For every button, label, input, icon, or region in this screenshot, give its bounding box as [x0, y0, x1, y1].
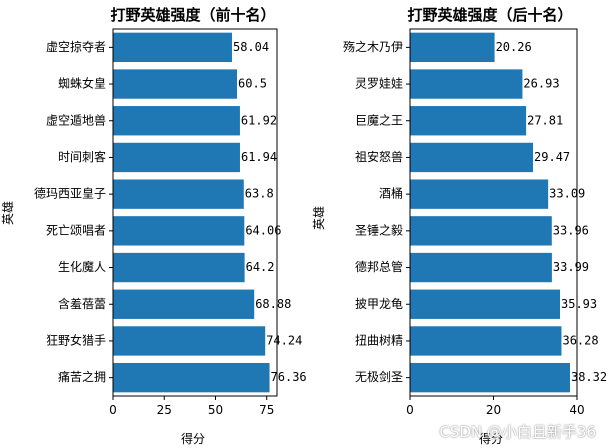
category-label: 无极剑圣: [355, 369, 403, 384]
category-label: 痛苦之拥: [58, 369, 106, 384]
bar: [410, 69, 523, 99]
value-label: 33.09: [549, 187, 585, 201]
x-tick-label: 25: [157, 403, 172, 417]
x-axis-label: 得分: [479, 431, 503, 446]
bar: [410, 106, 527, 136]
bar: [113, 32, 232, 63]
x-tick-label: 0: [406, 403, 414, 417]
category-label: 灵罗娃娃: [355, 77, 403, 91]
value-label: 76.36: [271, 370, 307, 384]
bar: [410, 289, 561, 319]
y-axis-label: 英雄: [311, 206, 326, 230]
value-label: 35.93: [561, 297, 597, 311]
value-label: 61.92: [241, 113, 277, 127]
bar: [113, 69, 238, 99]
category-label: 德玛西亚皇子: [34, 186, 106, 201]
bar: [410, 142, 534, 173]
csdn-watermark: CSDN @小白且新手36: [439, 423, 596, 441]
category-label: 蜘蛛女皇: [58, 76, 106, 91]
bar: [410, 252, 552, 283]
value-label: 29.47: [534, 150, 570, 164]
bar: [410, 179, 549, 209]
category-label: 死亡颂唱者: [46, 223, 106, 237]
chart-title: 打野英雄强度（前十名）: [110, 6, 275, 24]
bar: [410, 326, 562, 356]
bar: [113, 106, 240, 136]
category-label: 祖安怒兽: [355, 149, 403, 164]
value-label: 27.81: [527, 113, 563, 127]
bar: [113, 326, 266, 356]
category-label: 虚空遁地兽: [46, 113, 106, 127]
category-label: 披甲龙龟: [355, 297, 403, 311]
x-tick-label: 50: [208, 403, 223, 417]
category-label: 生化魔人: [58, 259, 106, 274]
value-label: 63.8: [245, 187, 274, 201]
value-label: 36.28: [562, 333, 598, 347]
value-label: 60.5: [238, 77, 267, 91]
category-label: 扭曲树精: [355, 332, 403, 347]
bar: [113, 179, 244, 209]
x-tick-label: 20: [486, 403, 501, 417]
value-label: 58.04: [233, 40, 269, 54]
category-label: 德邦总管: [355, 259, 403, 274]
bar: [113, 252, 245, 283]
value-label: 64.06: [245, 223, 281, 237]
category-label: 殇之木乃伊: [343, 40, 403, 54]
category-label: 酒桶: [379, 186, 403, 201]
value-label: 61.94: [241, 150, 277, 164]
value-label: 33.96: [553, 223, 589, 237]
category-label: 圣锤之毅: [355, 222, 403, 237]
x-axis-label: 得分: [181, 431, 205, 446]
value-label: 26.93: [523, 77, 559, 91]
x-tick-label: 40: [569, 403, 584, 417]
bar: [113, 142, 240, 173]
bottom-ten-chart: 打野英雄强度（后十名） 20.26 殇之木乃伊 26.93 灵罗娃娃 27.81 巨魔之王 2…: [311, 6, 607, 446]
value-label: 20.26: [496, 40, 532, 54]
plot-frame: [409, 28, 578, 397]
value-label: 33.99: [553, 260, 589, 274]
bar: [113, 362, 270, 393]
category-label: 含羞蓓蕾: [58, 296, 106, 311]
x-tick-label: 75: [259, 403, 274, 417]
value-label: 68.88: [255, 297, 291, 311]
top-ten-chart: 打野英雄强度（前十名） 58.04 虚空掠夺者 60.5 蜘蛛女皇 61.92 虚空遁地兽 6…: [0, 6, 307, 446]
value-label: 38.32: [571, 370, 607, 384]
bar: [410, 216, 552, 246]
category-label: 巨魔之王: [355, 112, 403, 127]
bar: [410, 362, 570, 393]
chart-title: 打野英雄强度（后十名）: [407, 6, 572, 24]
y-axis-label: 英雄: [0, 201, 15, 225]
bar: [113, 289, 255, 319]
value-label: 64.2: [246, 260, 275, 274]
bar: [113, 216, 245, 246]
category-label: 时间刺客: [58, 149, 106, 164]
plot-frame: [112, 28, 278, 397]
x-tick-label: 0: [109, 403, 117, 417]
category-label: 虚空掠夺者: [46, 39, 106, 54]
category-label: 狂野女猎手: [46, 332, 106, 347]
bar: [410, 32, 495, 63]
value-label: 74.24: [266, 333, 302, 347]
